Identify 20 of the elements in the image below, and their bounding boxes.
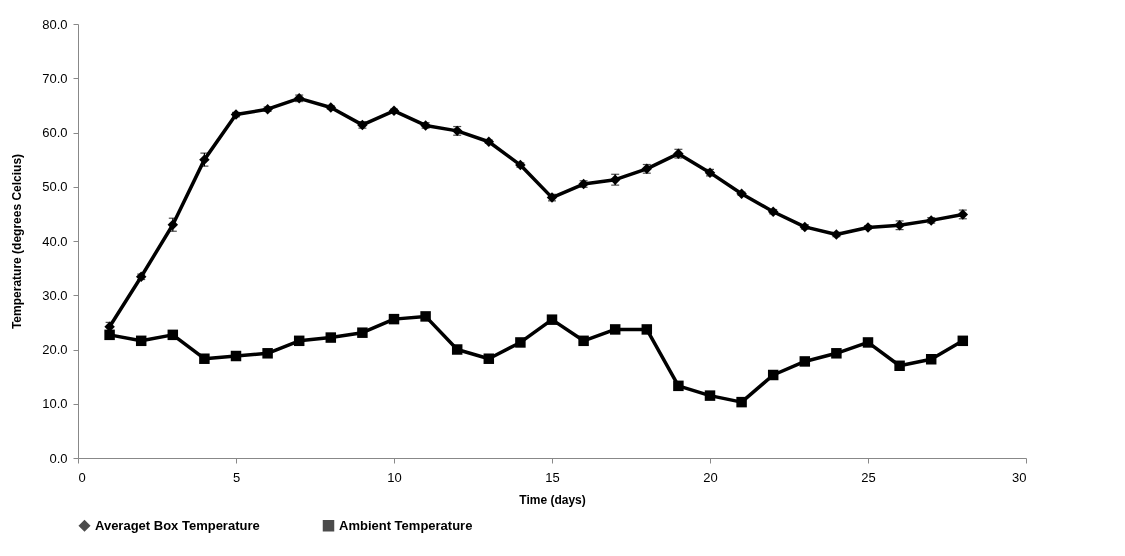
legend-label: Averaget Box Temperature bbox=[95, 517, 260, 533]
x-tick-label: 0 bbox=[78, 469, 86, 485]
y-tick-label: 10.0 bbox=[42, 396, 68, 412]
x-axis-title: Time (days) bbox=[519, 492, 586, 507]
y-tick-label: 30.0 bbox=[42, 287, 68, 303]
y-axis-title: Temperature (degrees Celcius) bbox=[10, 153, 25, 330]
legend-label: Ambient Temperature bbox=[339, 517, 473, 533]
x-tick-label: 10 bbox=[387, 469, 402, 485]
y-tick-label: 0.0 bbox=[49, 450, 68, 466]
y-tick-label: 20.0 bbox=[42, 342, 68, 357]
y-tick-label: 70.0 bbox=[42, 70, 68, 86]
x-tick-label: 25 bbox=[861, 469, 876, 485]
x-tick-label: 5 bbox=[232, 469, 241, 485]
x-tick-label: 20 bbox=[703, 469, 718, 485]
y-tick-label: 50.0 bbox=[42, 179, 68, 195]
x-tick-label: 15 bbox=[545, 469, 560, 485]
y-tick-label: 60.0 bbox=[42, 125, 68, 140]
y-tick-label: 80.0 bbox=[42, 16, 68, 32]
x-tick-label: 30 bbox=[1012, 469, 1027, 485]
y-tick-label: 40.0 bbox=[42, 233, 68, 249]
